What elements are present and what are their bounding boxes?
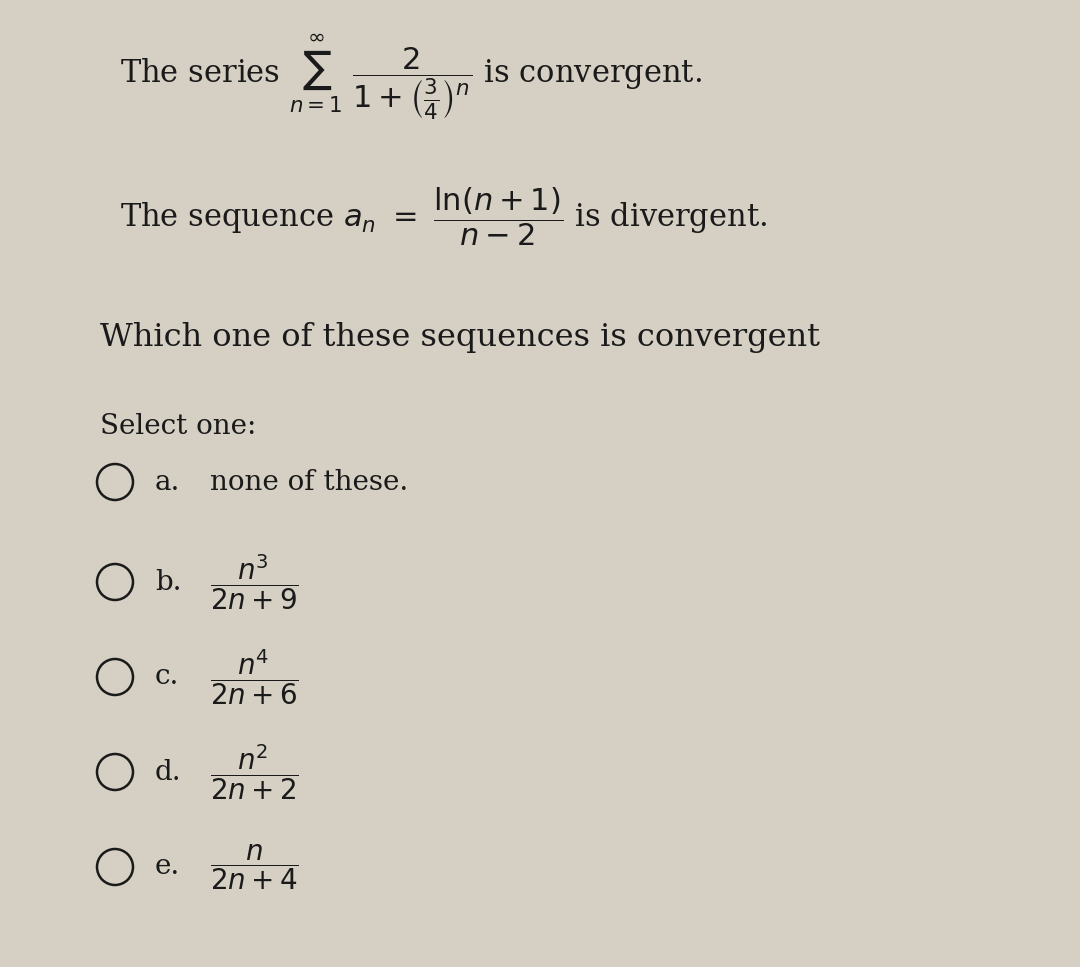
Text: $\dfrac{n^3}{2n+9}$: $\dfrac{n^3}{2n+9}$ bbox=[210, 552, 299, 612]
Text: c.: c. bbox=[156, 663, 179, 690]
Text: a.: a. bbox=[156, 468, 180, 495]
Text: $\dfrac{n^4}{2n+6}$: $\dfrac{n^4}{2n+6}$ bbox=[210, 647, 299, 707]
Circle shape bbox=[97, 754, 133, 790]
Text: none of these.: none of these. bbox=[210, 468, 408, 495]
Text: Which one of these sequences is convergent: Which one of these sequences is converge… bbox=[100, 321, 820, 353]
Text: The sequence $a_n\ =\ \dfrac{\ln(n+1)}{n-2}$ is divergent.: The sequence $a_n\ =\ \dfrac{\ln(n+1)}{n… bbox=[120, 186, 767, 249]
Circle shape bbox=[97, 849, 133, 885]
Circle shape bbox=[97, 464, 133, 500]
Text: e.: e. bbox=[156, 854, 180, 881]
Text: b.: b. bbox=[156, 569, 181, 596]
Circle shape bbox=[97, 659, 133, 695]
Text: $\dfrac{n^2}{2n+2}$: $\dfrac{n^2}{2n+2}$ bbox=[210, 743, 299, 802]
Text: $\dfrac{n}{2n+4}$: $\dfrac{n}{2n+4}$ bbox=[210, 842, 299, 892]
Circle shape bbox=[97, 564, 133, 600]
Text: Select one:: Select one: bbox=[100, 414, 256, 441]
Text: The series $\sum_{n=1}^{\infty}\ \dfrac{2}{1+\left(\frac{3}{4}\right)^n}$ is con: The series $\sum_{n=1}^{\infty}\ \dfrac{… bbox=[120, 33, 702, 122]
Text: d.: d. bbox=[156, 758, 181, 785]
